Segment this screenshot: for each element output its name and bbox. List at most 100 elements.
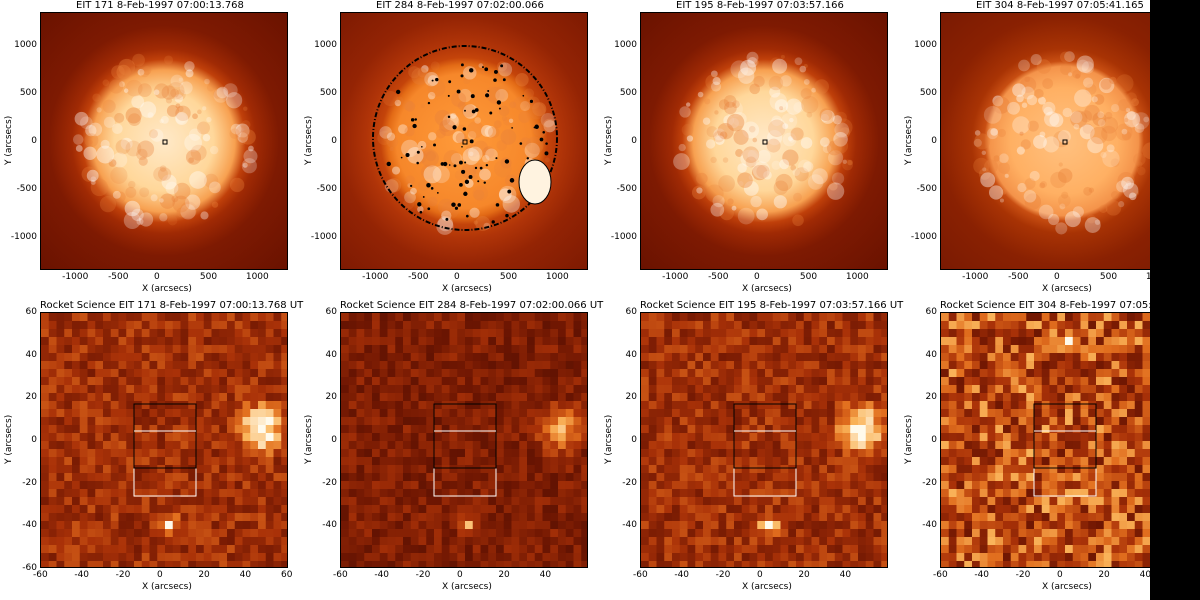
pixel-cell	[165, 409, 174, 418]
pixel-cell	[765, 385, 774, 394]
pixel-cell	[457, 505, 466, 514]
disk-texture-blob	[404, 191, 416, 204]
disk-texture-blob	[740, 149, 758, 168]
pixel-cell	[687, 345, 696, 354]
pixel-cell	[87, 329, 96, 338]
pixel-cell	[165, 497, 174, 506]
pixel-cell	[656, 521, 665, 530]
disk-texture-blob	[498, 185, 517, 204]
pixel-cell	[641, 457, 650, 466]
pixel-cell	[1003, 473, 1012, 482]
pixel-cell	[395, 393, 404, 402]
pixel-cell	[1010, 321, 1019, 330]
pixel-cell	[449, 409, 458, 418]
pixel-cell	[387, 345, 396, 354]
pixel-cell	[1057, 513, 1066, 522]
pixel-cell	[379, 393, 388, 402]
pixel-cell	[1057, 505, 1066, 514]
pixel-cell	[1003, 321, 1012, 330]
pixel-cell	[441, 313, 450, 322]
pixel-cell	[110, 545, 119, 554]
pixel-cell	[1018, 449, 1027, 458]
pixel-cell	[141, 481, 150, 490]
pixel-cell	[348, 385, 357, 394]
pixel-cell	[972, 393, 981, 402]
pixel-cell	[749, 377, 758, 386]
pixel-cell	[348, 561, 357, 567]
pixel-cell	[196, 473, 205, 482]
disk-texture-blob	[467, 146, 483, 162]
pixel-cell	[842, 345, 851, 354]
pixel-cell	[488, 329, 497, 338]
pixel-cell	[118, 345, 127, 354]
pixel-cell	[834, 481, 843, 490]
disk-texture-blob	[832, 138, 849, 154]
pixel-cell	[72, 473, 81, 482]
pixel-cell	[242, 313, 251, 322]
pixel-cell	[364, 497, 373, 506]
pixel-cell	[281, 521, 287, 530]
pixel-cell	[395, 489, 404, 498]
pixel-cell	[503, 361, 512, 370]
pixel-cell	[234, 441, 243, 450]
pixel-cell	[265, 417, 274, 426]
pixel-cell	[87, 545, 96, 554]
pixel-cell	[519, 313, 528, 322]
y-tick-label: 0	[931, 136, 937, 146]
pixel-cell	[110, 433, 119, 442]
pixel-cell	[165, 433, 174, 442]
pixel-cell	[172, 337, 181, 346]
pixel-cell	[941, 465, 950, 474]
pixel-cell	[987, 345, 996, 354]
pixel-cell	[219, 561, 228, 567]
pixel-cell	[258, 489, 267, 498]
pixel-cell	[803, 441, 812, 450]
pixel-cell	[488, 441, 497, 450]
pixel-cell	[41, 369, 50, 378]
center-marker	[762, 139, 768, 145]
x-tick-label: -500	[108, 272, 129, 282]
pixel-cell	[558, 433, 567, 442]
pixel-cell	[858, 329, 867, 338]
pixel-cell	[1096, 313, 1105, 322]
pixel-cell	[858, 393, 867, 402]
pixel-cell	[379, 361, 388, 370]
pixel-cell	[796, 369, 805, 378]
pixel-cell	[496, 497, 505, 506]
pixel-cell	[1096, 497, 1105, 506]
pixel-cell	[141, 497, 150, 506]
pixel-cell	[1080, 345, 1089, 354]
disk-texture-blob	[243, 106, 248, 111]
pixel-cell	[979, 401, 988, 410]
pixel-cell	[364, 385, 373, 394]
pixel-cell	[364, 329, 373, 338]
pixel-cell	[703, 545, 712, 554]
pixel-cell	[1018, 553, 1027, 562]
pixel-cell	[165, 521, 174, 530]
pixel-cell	[672, 497, 681, 506]
pixel-cell	[672, 337, 681, 346]
pixel-cell	[972, 417, 981, 426]
pixel-cell	[472, 401, 481, 410]
pixel-cell	[141, 409, 150, 418]
pixel-cell	[695, 449, 704, 458]
contour-speck	[495, 157, 498, 160]
pixel-cell	[664, 489, 673, 498]
pixel-cell	[364, 313, 373, 322]
pixel-cell	[503, 545, 512, 554]
pixel-cell	[757, 449, 766, 458]
pixel-cell	[103, 417, 112, 426]
x-tick-label: -500	[708, 272, 729, 282]
pixel-cell	[180, 441, 189, 450]
y-tick-label: 1000	[914, 40, 937, 51]
y-tick-label: 0	[31, 435, 37, 445]
pixel-cell	[1072, 521, 1081, 530]
pixel-cell	[1057, 465, 1066, 474]
pixel-cell	[672, 553, 681, 562]
disk-texture-blob	[718, 175, 735, 192]
pixel-cell	[242, 561, 251, 567]
pixel-cell	[687, 409, 696, 418]
pixel-cell	[48, 473, 57, 482]
pixel-cell	[803, 505, 812, 514]
pixel-cell	[64, 321, 73, 330]
